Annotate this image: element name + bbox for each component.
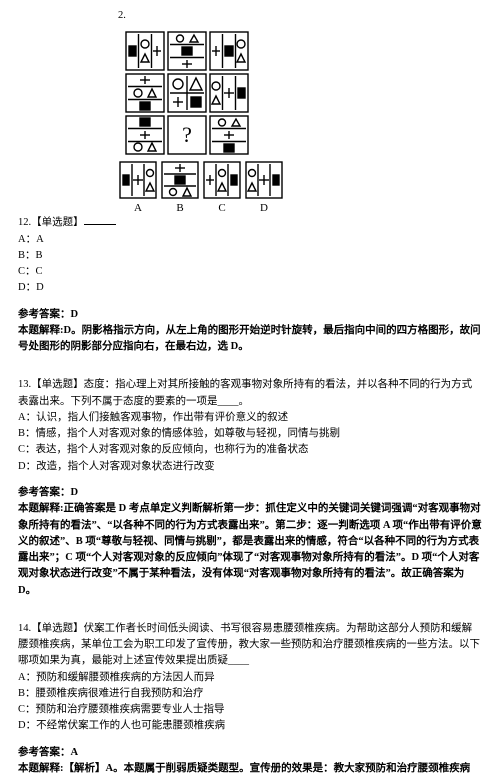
svg-text:?: ?	[182, 122, 192, 147]
q13-explanation: 本题解释:正确答案是 D 考点单定义判断解析第一步：抓住定义中的关键词关键词强调…	[18, 501, 482, 599]
svg-text:D: D	[260, 202, 268, 213]
q12-opt-b: B：B	[18, 248, 482, 264]
q13-opt-a: A：认识，指人们接触客观事物，作出带有评价意义的叙述	[18, 410, 482, 426]
q14-opt-d: D：不经常伏案工作的人也可能患腰颈椎疾病	[18, 718, 482, 734]
q13-opt-d: D：改造，指个人对客观对象状态进行改变	[18, 459, 482, 475]
q12-header-text: 12.【单选题】	[18, 217, 84, 228]
q12-header: 12.【单选题】	[18, 215, 482, 231]
q12-opt-a: A：A	[18, 232, 482, 248]
q12-explanation: 本题解释:D。阴影格指示方向，从左上角的图形开始逆时针旋转，最后指向中间的四方格…	[18, 323, 482, 356]
q12-opt-c: C：C	[18, 264, 482, 280]
q14-opt-c: C：预防和治疗腰颈椎疾病需要专业人士指导	[18, 702, 482, 718]
svg-text:B: B	[176, 202, 183, 213]
q13-answer: 参考答案：D	[18, 485, 482, 501]
q13-opt-b: B：情感，指个人对客观对象的情感体验，如尊敬与轻视，同情与挑剔	[18, 426, 482, 442]
svg-text:A: A	[134, 202, 142, 213]
q14-explanation: 本题解释:【解析】A。本题属于削弱质疑类题型。宣传册的效果是：教大家预防和治疗腰…	[18, 761, 482, 777]
q12-opt-d: D：D	[18, 280, 482, 296]
figure-number: 2.	[118, 8, 482, 24]
q13-opt-c: C：表达，指个人对客观对象的反应倾向，也称行为的准备状态	[18, 442, 482, 458]
figure-image: ?	[118, 28, 482, 213]
q12-answer: 参考答案：D	[18, 307, 482, 323]
q14-header: 14.【单选题】伏案工作者长时间低头阅读、书写很容易患腰颈椎疾病。为帮助这部分人…	[18, 621, 482, 670]
svg-text:C: C	[218, 202, 225, 213]
q14-opt-a: A：预防和缓解腰颈椎疾病的方法因人而异	[18, 670, 482, 686]
q12-blank	[84, 216, 116, 225]
q14-opt-b: B：腰颈椎疾病很难进行自我预防和治疗	[18, 686, 482, 702]
q14-answer: 参考答案：A	[18, 745, 482, 761]
q13-header: 13.【单选题】态度：指心理上对其所接触的客观事物对象所持有的看法，并以各种不同…	[18, 377, 482, 410]
